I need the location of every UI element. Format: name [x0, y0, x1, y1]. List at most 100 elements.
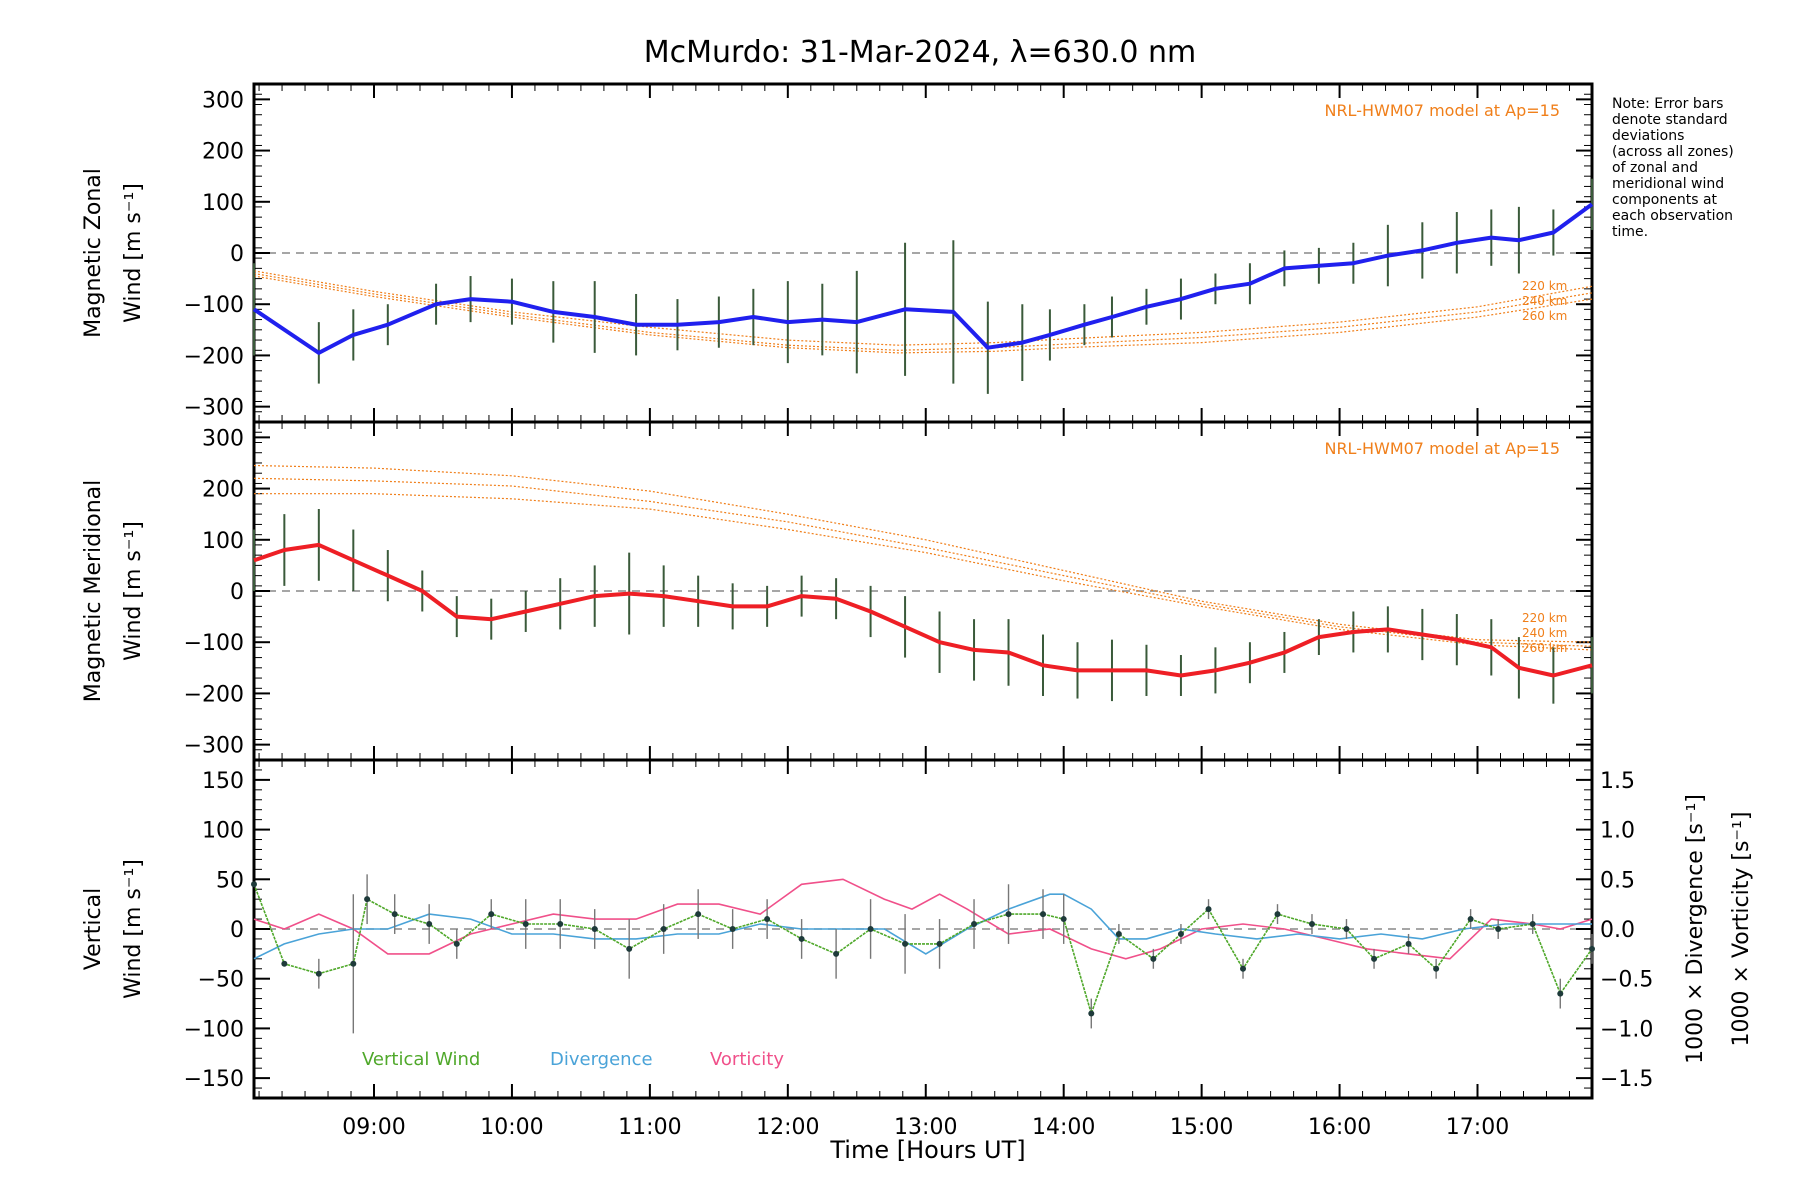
vertical-wind-point — [426, 921, 433, 928]
x-tick-label: 17:00 — [1446, 1115, 1509, 1140]
vertical-wind-point — [1371, 955, 1378, 962]
vertical-wind-point — [1433, 965, 1440, 972]
y-tick-label: 0 — [230, 580, 244, 605]
vertical-wind-point — [1467, 916, 1474, 923]
y-tick-label: −200 — [184, 682, 244, 707]
y-axis-label-units: Wind [m s⁻¹] — [121, 859, 146, 999]
y-tick-label: 150 — [202, 769, 244, 794]
y2-tick-label: −1.5 — [1600, 1067, 1653, 1092]
vertical-wind-point — [764, 916, 771, 923]
y-axis-label: Vertical — [81, 888, 106, 970]
vertical-wind-point — [488, 911, 495, 918]
y-tick-label: −300 — [184, 734, 244, 759]
note-line: deviations — [1612, 128, 1684, 144]
vertical-wind-point — [867, 926, 874, 932]
vorticity-axis-label: 1000 × Vorticity [s⁻¹] — [1729, 812, 1754, 1047]
legend-item: Vorticity — [710, 1049, 784, 1070]
vertical-wind-point — [591, 926, 598, 932]
y-tick-label: −100 — [184, 293, 244, 318]
vertical-wind-point — [557, 921, 564, 928]
note-line: meridional wind — [1612, 176, 1724, 192]
note-line: time. — [1612, 224, 1648, 240]
vertical-wind-point — [1343, 926, 1350, 932]
legend-item: Vertical Wind — [362, 1049, 480, 1070]
vertical-wind-point — [1040, 911, 1047, 918]
vertical-wind-point — [315, 970, 322, 977]
x-axis-label: Time [Hours UT] — [829, 1136, 1025, 1164]
vertical-wind-point — [281, 960, 288, 967]
x-tick-label: 09:00 — [342, 1115, 405, 1140]
vertical-wind-point — [833, 950, 840, 957]
y2-tick-label: −0.5 — [1600, 968, 1653, 993]
model-height-label: 260 km — [1522, 641, 1567, 655]
x-tick-label: 16:00 — [1308, 1115, 1371, 1140]
model-curve-240km — [253, 272, 1593, 351]
vertical-wind-point — [1150, 955, 1157, 962]
x-tick-label: 12:00 — [756, 1115, 819, 1140]
y-tick-label: −100 — [184, 1017, 244, 1042]
model-curve-260km — [253, 275, 1593, 354]
vertical-wind-point — [626, 945, 633, 952]
model-height-label: 240 km — [1522, 294, 1567, 308]
vertical-wind-point — [1589, 945, 1595, 952]
y-tick-label: 0 — [230, 242, 244, 267]
panel-meridional: −300 −200 −100 0 100 200 300 Magnetic Meridiona… — [81, 420, 1594, 762]
panels: −300 −200 −100 0 100 200 300 Magnetic Zonal Wind… — [81, 82, 1754, 1140]
y-tick-label: −300 — [184, 396, 244, 421]
vertical-wind-point — [798, 935, 805, 942]
y-tick-label: −200 — [184, 344, 244, 369]
model-label: NRL-HWM07 model at Ap=15 — [1324, 101, 1560, 120]
note-line: Note: Error bars — [1612, 96, 1723, 112]
model-height-label: 220 km — [1522, 279, 1567, 293]
vertical-wind-point — [251, 881, 257, 888]
y-tick-label: 200 — [202, 478, 244, 503]
y2-tick-label: −1.0 — [1600, 1017, 1653, 1042]
y-axis-label: Magnetic Zonal — [81, 168, 106, 338]
vertical-wind-point — [1495, 926, 1502, 932]
chart-title: McMurdo: 31-Mar-2024, λ=630.0 nm — [644, 35, 1197, 70]
note-line: (across all zones) — [1612, 144, 1734, 160]
y-tick-label: 100 — [202, 529, 244, 554]
vertical-wind-point — [902, 940, 909, 947]
y-axis-label: Magnetic Meridional — [81, 480, 106, 702]
vertical-wind-point — [1005, 911, 1012, 918]
y-tick-label: 300 — [202, 426, 244, 451]
y-tick-label: 300 — [202, 88, 244, 113]
legend-item: Divergence — [550, 1049, 653, 1070]
vertical-wind-point — [729, 926, 736, 932]
vertical-wind-point — [1405, 940, 1412, 947]
x-tick-label: 14:00 — [1032, 1115, 1095, 1140]
y-tick-label: 0 — [230, 918, 244, 943]
note-line: components at — [1612, 192, 1718, 208]
vertical-wind-point — [1308, 921, 1315, 928]
y2-tick-label: 1.0 — [1600, 819, 1635, 844]
divergence-axis-label: 1000 × Divergence [s⁻¹] — [1683, 794, 1708, 1064]
y-tick-label: 100 — [202, 191, 244, 216]
zonal-wind-line — [252, 202, 1594, 355]
model-height-label: 220 km — [1522, 611, 1567, 625]
vorticity-line — [253, 878, 1593, 960]
vertical-wind-point — [1088, 1010, 1095, 1017]
vertical-wind-point — [1557, 990, 1564, 997]
model-height-label: 260 km — [1522, 309, 1567, 323]
note-line: each observation — [1612, 208, 1733, 224]
y-axis-label-units: Wind [m s⁻¹] — [121, 521, 146, 661]
note-line: denote standard — [1612, 112, 1728, 128]
x-tick-label: 15:00 — [1170, 1115, 1233, 1140]
panel-zonal: −300 −200 −100 0 100 200 300 Magnetic Zonal Wind… — [81, 82, 1594, 424]
y-tick-label: 200 — [202, 140, 244, 165]
model-curve-220km — [253, 270, 1593, 346]
vertical-wind-point — [1177, 930, 1184, 937]
vertical-wind-point — [695, 911, 702, 918]
y2-tick-label: 1.5 — [1600, 769, 1635, 794]
y-tick-label: 50 — [216, 868, 244, 893]
vertical-wind-point — [1529, 921, 1536, 928]
vertical-wind-point — [1115, 930, 1122, 937]
model-curve-260km — [254, 493, 1593, 651]
vertical-wind-point — [364, 896, 371, 903]
vertical-wind-point — [350, 960, 357, 967]
vertical-wind-point — [1205, 906, 1212, 913]
vertical-wind-point — [1060, 916, 1067, 923]
